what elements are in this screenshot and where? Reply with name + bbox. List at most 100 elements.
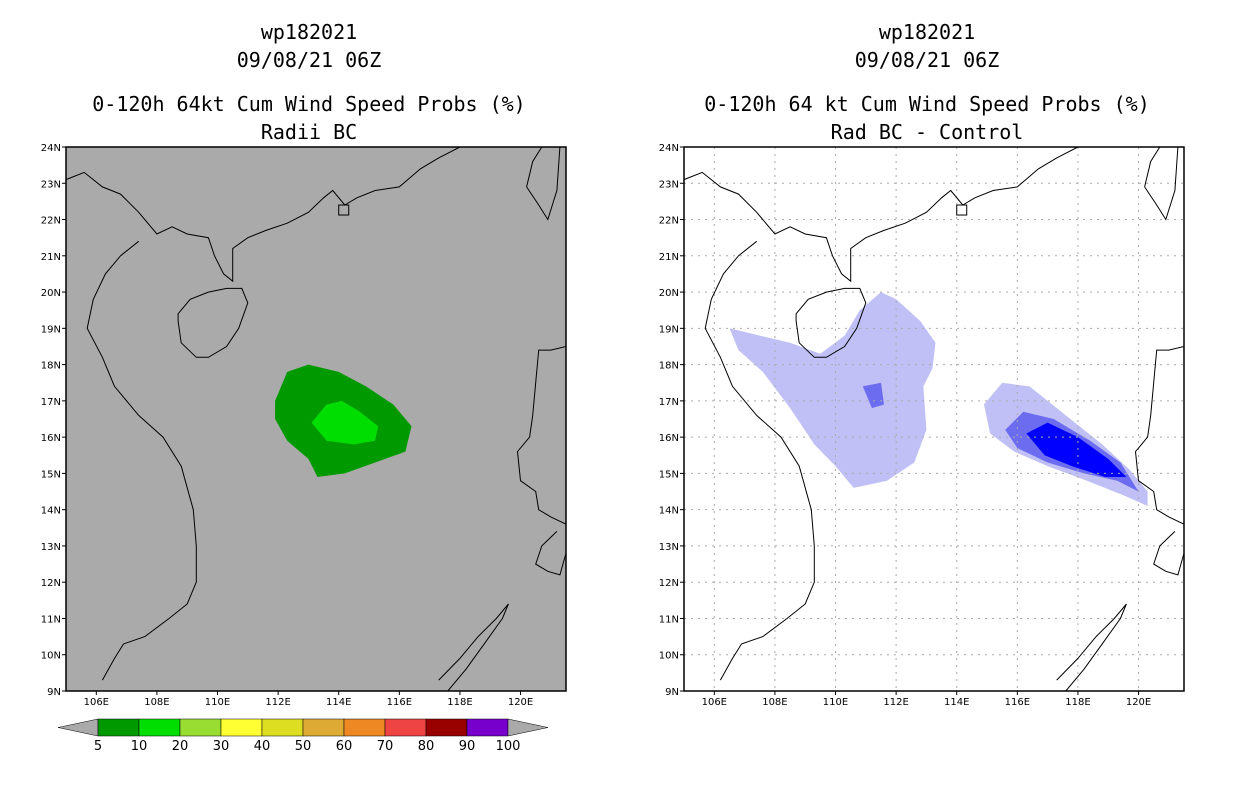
lat-tick-label: 14N <box>41 506 61 517</box>
colorbar-label: 60 <box>336 739 353 754</box>
colorbar-swatch <box>425 718 468 737</box>
product-title: 0-120h 64 kt Cum Wind Speed Probs (%) <box>704 92 1150 116</box>
colorbar-swatch <box>179 718 222 737</box>
diff-contour-minus3-spot <box>862 382 884 409</box>
city-marker <box>956 204 968 216</box>
coastline-vietnam <box>86 240 197 681</box>
coastline-palawan <box>438 603 509 691</box>
map-layers <box>684 147 1184 691</box>
lon-tick-label: 114E <box>326 697 351 708</box>
diff-contour-minus5 <box>1026 422 1127 477</box>
coastline-mainland <box>684 147 1079 283</box>
lon-tick-label: 112E <box>265 697 290 708</box>
coastline-luzon <box>1134 346 1184 525</box>
datetime-title: 09/08/21 06Z <box>236 48 382 72</box>
lat-tick-label: 19N <box>659 324 679 335</box>
lon-tick-label: 108E <box>144 697 169 708</box>
coastline-taiwan <box>1144 147 1179 221</box>
coastline-mindoro <box>535 531 566 576</box>
diff-contour-minus1-west <box>729 292 936 488</box>
colorbar-label: 80 <box>418 739 435 754</box>
probability-map: 24N 23N 22N 21N 20N 19N 18N 17N 16N 15N 14N 13N 12N 1… <box>41 143 567 754</box>
colorbar-swatch <box>466 718 509 737</box>
map-frame <box>683 146 1185 692</box>
lat-tick-label: 17N <box>41 397 61 408</box>
colorbar-label: 50 <box>295 739 312 754</box>
right-panel: wp182021 09/08/21 06Z 0-120h 64 kt Cum W… <box>618 0 1236 800</box>
colorbar: 5 10 20 30 40 50 60 70 80 90 100 <box>57 718 549 754</box>
lat-tick-label: 14N <box>659 506 679 517</box>
lon-tick-label: 114E <box>944 697 969 708</box>
lon-tick-label: 110E <box>205 697 230 708</box>
lat-tick-label: 24N <box>659 143 679 154</box>
product-title: 0-120h 64kt Cum Wind Speed Probs (%) <box>92 92 526 116</box>
lat-tick-label: 12N <box>41 578 61 589</box>
colorbar-label: 20 <box>172 739 189 754</box>
prob-contour-10 <box>311 400 379 445</box>
colorbar-label: 40 <box>254 739 271 754</box>
coastline-hainan <box>177 287 249 358</box>
colorbar-swatch <box>261 718 304 737</box>
lat-tick-label: 12N <box>659 578 679 589</box>
colorbar-label: 100 <box>496 739 521 754</box>
lon-tick-label: 112E <box>883 697 908 708</box>
colorbar-swatch <box>97 718 140 737</box>
lat-tick-label: 21N <box>41 252 61 263</box>
coastline-mindoro <box>1153 531 1184 576</box>
colorbar-high-arrow <box>507 718 549 737</box>
coastline-taiwan <box>526 147 561 221</box>
storm-id-title: wp182021 <box>260 20 358 44</box>
lon-tick-label: 118E <box>1065 697 1090 708</box>
city-marker <box>338 204 350 216</box>
lat-tick-label: 11N <box>41 614 61 625</box>
difference-map: 24N 23N 22N 21N 20N 19N 18N 17N 16N 15N 14N 13N 12N 1… <box>659 143 1185 708</box>
lat-tick-label: 13N <box>41 542 61 553</box>
coastline-vietnam <box>704 240 815 681</box>
coastline-luzon <box>516 346 566 525</box>
lat-tick-label: 23N <box>659 179 679 190</box>
lat-tick-label: 15N <box>41 469 61 480</box>
subtitle: Rad BC - Control <box>830 120 1024 144</box>
lat-tick-label: 16N <box>41 433 61 444</box>
colorbar-swatch <box>302 718 345 737</box>
colorbar-label: 10 <box>131 739 148 754</box>
colorbar-label: 90 <box>459 739 476 754</box>
lon-tick-label: 108E <box>762 697 787 708</box>
lat-tick-label: 16N <box>659 433 679 444</box>
colorbar-swatch <box>220 718 263 737</box>
lon-tick-label: 116E <box>387 697 412 708</box>
left-panel: wp182021 09/08/21 06Z 0-120h 64kt Cum Wi… <box>41 20 567 754</box>
map-frame <box>65 146 567 692</box>
lon-tick-label: 110E <box>823 697 848 708</box>
lat-tick-label: 17N <box>659 397 679 408</box>
colorbar-label: 70 <box>377 739 394 754</box>
storm-id-title: wp182021 <box>878 20 976 44</box>
lat-tick-label: 24N <box>41 143 61 154</box>
colorbar-swatch <box>343 718 386 737</box>
lat-tick-label: 9N <box>47 687 61 698</box>
lat-tick-label: 15N <box>659 469 679 480</box>
lon-tick-label: 120E <box>1126 697 1151 708</box>
lon-tick-label: 120E <box>508 697 533 708</box>
map-layers <box>66 147 566 691</box>
colorbar-label: 5 <box>94 739 102 754</box>
coastline-mainland <box>66 147 461 283</box>
lat-tick-label: 10N <box>659 651 679 662</box>
colorbar-low-arrow <box>57 718 99 737</box>
colorbar-swatch <box>384 718 427 737</box>
colorbar-label: 30 <box>213 739 230 754</box>
lat-tick-label: 13N <box>659 542 679 553</box>
lat-tick-label: 11N <box>659 614 679 625</box>
lat-tick-label: 19N <box>41 324 61 335</box>
lat-tick-label: 22N <box>659 216 679 227</box>
lat-tick-label: 21N <box>659 252 679 263</box>
lat-tick-label: 22N <box>41 216 61 227</box>
coastline-palawan <box>1056 603 1127 691</box>
lon-tick-label: 106E <box>84 697 109 708</box>
lon-tick-label: 116E <box>1005 697 1030 708</box>
lat-tick-label: 20N <box>659 288 679 299</box>
lat-tick-label: 9N <box>665 687 679 698</box>
lon-tick-label: 106E <box>702 697 727 708</box>
lat-tick-label: 23N <box>41 179 61 190</box>
lat-tick-label: 18N <box>659 361 679 372</box>
